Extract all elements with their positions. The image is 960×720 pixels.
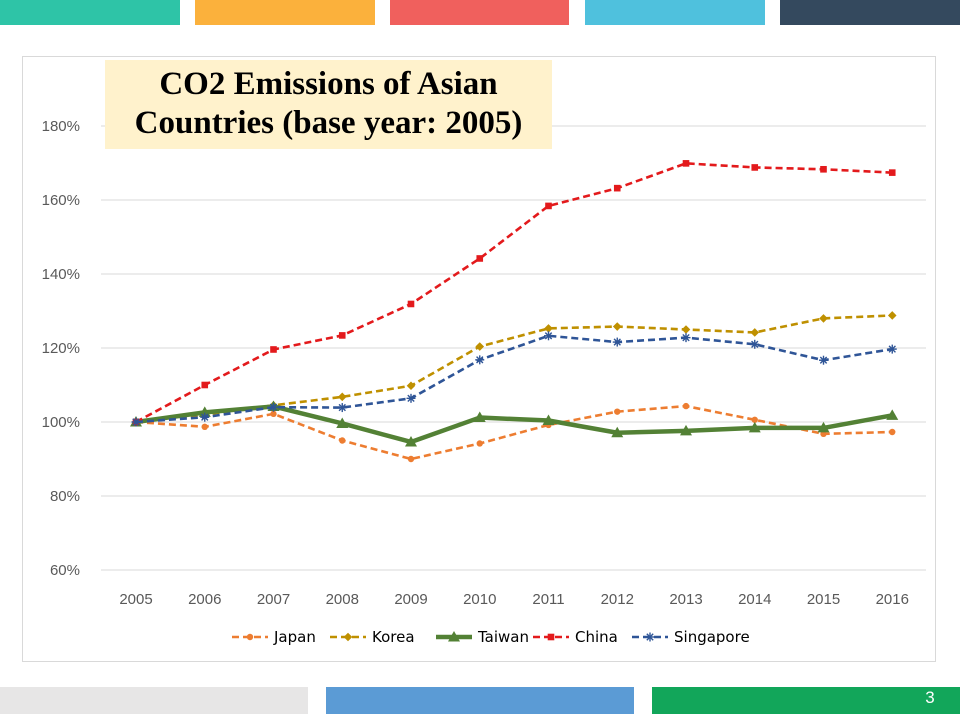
y-tick-label: 80% bbox=[50, 488, 80, 505]
series-line-japan bbox=[135, 404, 893, 461]
x-tick-label: 2009 bbox=[394, 591, 427, 608]
data-point-china bbox=[201, 381, 209, 389]
top-accent-bar-4 bbox=[585, 0, 765, 25]
y-tick-label: 160% bbox=[42, 192, 80, 209]
data-point-taiwan bbox=[680, 424, 692, 436]
data-point-korea bbox=[544, 324, 553, 333]
data-point-korea bbox=[681, 325, 691, 334]
top-accent-bar-5 bbox=[780, 0, 960, 25]
legend-marker-singapore bbox=[645, 632, 655, 642]
data-point-china bbox=[545, 202, 552, 210]
data-point-singapore bbox=[475, 355, 485, 365]
data-point-china bbox=[682, 160, 690, 167]
data-point-china bbox=[338, 332, 346, 339]
data-point-singapore bbox=[681, 333, 691, 343]
top-accent-bar-3 bbox=[390, 0, 569, 25]
data-point-china bbox=[613, 184, 621, 192]
legend-label-china: China bbox=[575, 628, 618, 646]
x-tick-label: 2011 bbox=[532, 591, 564, 608]
data-point-taiwan bbox=[817, 421, 830, 433]
x-tick-label: 2010 bbox=[463, 591, 496, 608]
legend-marker-korea bbox=[343, 632, 353, 642]
x-tick-label: 2008 bbox=[326, 591, 359, 608]
y-tick-label: 180% bbox=[42, 118, 80, 135]
legend-label-taiwan: Taiwan bbox=[477, 628, 529, 646]
x-tick-label: 2015 bbox=[807, 591, 840, 608]
x-tick-label: 2006 bbox=[188, 591, 221, 608]
top-accent-bar-1 bbox=[0, 0, 180, 25]
data-point-taiwan bbox=[542, 414, 555, 426]
data-point-korea bbox=[819, 314, 828, 323]
data-point-singapore bbox=[269, 402, 278, 412]
legend-marker-taiwan bbox=[448, 631, 460, 642]
data-point-korea bbox=[337, 392, 347, 402]
data-point-korea bbox=[750, 328, 760, 337]
data-point-singapore bbox=[131, 417, 141, 427]
x-tick-label: 2007 bbox=[257, 591, 290, 608]
data-point-korea bbox=[406, 381, 416, 391]
x-tick-label: 2016 bbox=[876, 591, 909, 608]
data-point-taiwan bbox=[336, 417, 349, 428]
page-number: 3 bbox=[925, 688, 935, 707]
y-tick-label: 100% bbox=[42, 414, 80, 431]
data-point-taiwan bbox=[611, 426, 624, 438]
chart-title: CO2 Emissions of Asian Countries (base y… bbox=[105, 60, 552, 149]
series-line-taiwan bbox=[135, 404, 893, 445]
series-line-singapore bbox=[135, 334, 893, 424]
data-point-taiwan bbox=[886, 409, 899, 420]
bottom-accent-bar-3 bbox=[652, 687, 960, 714]
data-point-taiwan bbox=[405, 435, 417, 447]
chart-title-line-1: CO2 Emissions of Asian bbox=[159, 66, 498, 102]
data-point-singapore bbox=[544, 331, 553, 341]
data-point-china bbox=[751, 164, 759, 171]
data-point-korea bbox=[612, 322, 622, 331]
data-point-singapore bbox=[819, 355, 828, 365]
data-point-china bbox=[476, 255, 484, 262]
data-point-singapore bbox=[337, 403, 347, 413]
legend-marker-china bbox=[547, 633, 555, 641]
legend-label-japan: Japan bbox=[273, 628, 316, 646]
chart-title-line-2: Countries (base year: 2005) bbox=[134, 105, 523, 141]
data-point-china bbox=[820, 165, 827, 173]
data-point-japan bbox=[889, 428, 896, 436]
x-tick-label: 2013 bbox=[669, 591, 702, 608]
data-point-korea bbox=[475, 342, 485, 351]
data-point-singapore bbox=[750, 339, 760, 349]
data-point-japan bbox=[614, 408, 621, 415]
data-point-singapore bbox=[612, 337, 622, 347]
data-point-singapore bbox=[887, 344, 897, 354]
data-point-china bbox=[407, 300, 415, 308]
y-tick-label: 120% bbox=[42, 340, 80, 357]
data-point-china bbox=[888, 169, 896, 176]
y-tick-label: 60% bbox=[50, 562, 80, 579]
legend-marker-japan bbox=[246, 633, 254, 641]
legend-label-singapore: Singapore bbox=[674, 628, 750, 646]
data-point-singapore bbox=[406, 393, 416, 403]
y-tick-label: 140% bbox=[42, 266, 80, 283]
data-point-japan bbox=[476, 440, 483, 447]
series-line-korea bbox=[135, 314, 893, 424]
bottom-accent-bar-1 bbox=[0, 687, 308, 714]
bottom-accent-bar-2 bbox=[326, 687, 634, 714]
data-point-japan bbox=[201, 423, 208, 431]
data-point-singapore bbox=[200, 412, 210, 422]
data-point-japan bbox=[751, 416, 758, 423]
data-point-taiwan bbox=[748, 421, 761, 433]
data-point-china bbox=[270, 346, 277, 353]
x-tick-label: 2012 bbox=[601, 591, 634, 608]
data-point-japan bbox=[270, 410, 277, 418]
top-accent-bar-2 bbox=[195, 0, 375, 25]
data-point-japan bbox=[407, 455, 415, 463]
data-point-taiwan bbox=[473, 411, 486, 423]
data-point-japan bbox=[682, 402, 690, 410]
legend-label-korea: Korea bbox=[372, 628, 415, 646]
series-line-china bbox=[135, 162, 893, 424]
data-point-japan bbox=[339, 437, 346, 444]
data-point-korea bbox=[887, 311, 897, 320]
x-tick-label: 2014 bbox=[738, 591, 771, 608]
x-tick-label: 2005 bbox=[119, 591, 152, 608]
